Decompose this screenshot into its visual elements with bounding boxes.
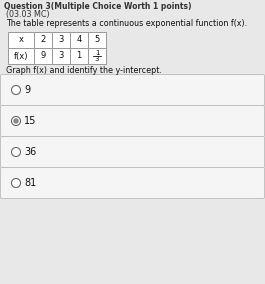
Circle shape	[11, 85, 20, 95]
Circle shape	[11, 116, 20, 126]
Text: Graph f(x) and identify the y-intercept.: Graph f(x) and identify the y-intercept.	[6, 66, 162, 75]
Text: 81: 81	[24, 178, 36, 188]
Text: 3: 3	[58, 36, 64, 45]
Bar	[52, 48, 70, 64]
FancyBboxPatch shape	[1, 137, 264, 168]
Text: 4: 4	[76, 36, 82, 45]
Bar	[34, 32, 52, 48]
Bar	[88, 32, 106, 48]
Circle shape	[11, 147, 20, 156]
Circle shape	[14, 119, 18, 123]
Bar	[52, 32, 70, 48]
Text: 3: 3	[95, 56, 99, 62]
FancyBboxPatch shape	[1, 105, 264, 137]
Text: Question 3(Multiple Choice Worth 1 points): Question 3(Multiple Choice Worth 1 point…	[4, 2, 192, 11]
Bar	[88, 48, 106, 64]
Text: The table represents a continuous exponential function f(x).: The table represents a continuous expone…	[6, 19, 247, 28]
Circle shape	[11, 179, 20, 187]
FancyBboxPatch shape	[1, 168, 264, 199]
Text: 15: 15	[24, 116, 36, 126]
Text: 5: 5	[94, 36, 100, 45]
Bar	[70, 48, 88, 64]
Text: (03.03 MC): (03.03 MC)	[6, 10, 50, 19]
Bar	[34, 48, 52, 64]
Text: 1: 1	[76, 51, 82, 60]
Bar	[8, 32, 34, 48]
Text: 3: 3	[58, 51, 64, 60]
Bar	[8, 48, 34, 64]
Bar	[70, 32, 88, 48]
Text: 1: 1	[95, 50, 99, 56]
Text: 9: 9	[40, 51, 46, 60]
Text: x: x	[19, 36, 24, 45]
FancyBboxPatch shape	[1, 74, 264, 105]
Text: 9: 9	[24, 85, 30, 95]
Text: f(x): f(x)	[14, 51, 28, 60]
Text: 36: 36	[24, 147, 36, 157]
Text: 2: 2	[40, 36, 46, 45]
